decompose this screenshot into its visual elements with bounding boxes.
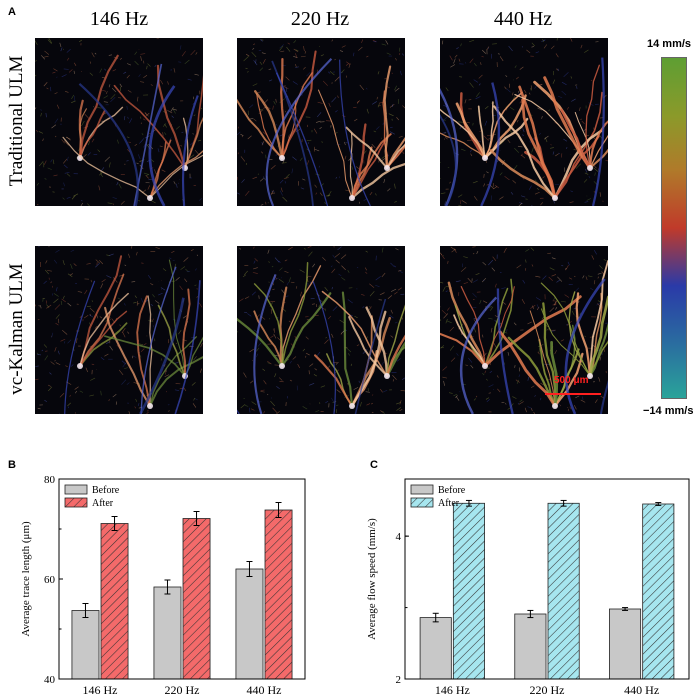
bar-after-1	[547, 502, 580, 680]
error-bar	[527, 609, 534, 619]
vessel-image-tile	[237, 38, 405, 206]
colorbar-min-label: −14 mm/s	[643, 405, 694, 417]
legend-label: After	[438, 498, 460, 509]
legend-swatch	[410, 484, 434, 495]
freq-label-440: 440 Hz	[493, 8, 553, 30]
flow-speed-bar-chart: 146 Hz 220 Hz 440 Hz 2 4 Average flow speed (…	[366, 478, 690, 697]
x-tick-label: 220 Hz	[530, 683, 565, 697]
bar-after-1	[182, 518, 211, 680]
error-bar	[164, 579, 171, 595]
error-bar	[432, 612, 439, 623]
x-tick-label: 440 Hz	[247, 683, 282, 697]
y-tick-label: 80	[44, 474, 56, 486]
colorbar-max-label: 14 mm/s	[647, 38, 692, 50]
error-bar	[622, 607, 629, 611]
row-label-vc-kalman: vc-Kalman ULM	[6, 263, 27, 395]
legend-swatch	[410, 497, 434, 508]
error-bar	[560, 499, 567, 507]
y-tick-label: 2	[396, 674, 402, 686]
legend-swatch	[64, 497, 88, 508]
y-axis-label: Average trace length (μm)	[20, 521, 32, 637]
freq-label-220: 220 Hz	[290, 8, 350, 30]
scale-bar	[545, 393, 601, 395]
y-tick-label: 60	[44, 574, 56, 586]
error-bar	[655, 502, 662, 506]
x-tick-label: 146 Hz	[83, 683, 118, 697]
error-bar	[246, 561, 253, 577]
vessel-image-tile	[440, 246, 608, 414]
bar-after-0	[100, 523, 129, 680]
bar-after-2	[264, 509, 293, 680]
plot-frame	[404, 478, 690, 680]
vessel-image-tile	[35, 246, 203, 414]
bar-before-2	[609, 608, 642, 680]
bar-after-0	[452, 502, 485, 680]
error-bar	[275, 502, 282, 518]
y-axis-label: Average flow speed (mm/s)	[366, 518, 378, 640]
error-bar	[82, 603, 89, 618]
vessel-image-tile	[440, 38, 608, 206]
trace-length-bar-chart: 146 Hz 220 Hz 440 Hz 40 60 80 Average trace le…	[20, 474, 306, 697]
bar-before-1	[153, 586, 182, 680]
y-tick-label: 4	[396, 531, 402, 543]
bar-before-0	[419, 617, 452, 680]
error-bar	[193, 511, 200, 526]
legend-label: After	[92, 498, 114, 509]
freq-label-146: 146 Hz	[89, 8, 149, 30]
scale-bar-label: 500 μm	[554, 375, 589, 386]
x-tick-label: 440 Hz	[624, 683, 659, 697]
panel-a-letter: A	[8, 6, 16, 18]
bar-before-1	[514, 613, 547, 680]
row-label-traditional: Traditional ULM	[6, 55, 27, 187]
x-tick-label: 146 Hz	[435, 683, 470, 697]
bar-before-0	[71, 610, 100, 680]
legend-swatch	[64, 484, 88, 495]
error-bar	[465, 499, 472, 507]
panel-b-letter: B	[8, 459, 16, 471]
velocity-colorbar	[661, 57, 687, 399]
panel-c-letter: C	[370, 459, 378, 471]
legend-label: Before	[438, 485, 466, 496]
vessel-image-tile	[237, 246, 405, 414]
bar-after-2	[642, 503, 675, 680]
error-bar	[111, 516, 118, 531]
bar-before-2	[235, 568, 264, 680]
x-tick-label: 220 Hz	[165, 683, 200, 697]
legend-label: Before	[92, 485, 120, 496]
vessel-image-tile	[35, 38, 203, 206]
y-tick-label: 40	[44, 674, 56, 686]
